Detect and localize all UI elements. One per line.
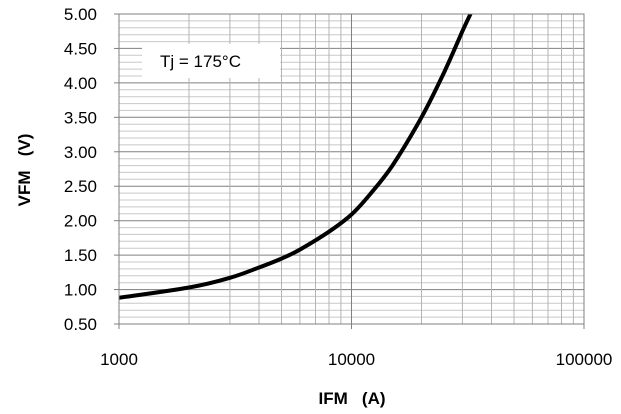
y-tick-label: 4.00: [64, 74, 97, 93]
x-tick-label: 10000: [328, 350, 375, 369]
x-tick-label: 100000: [556, 350, 613, 369]
y-tick-label: 1.00: [64, 281, 97, 300]
tick-labels: 0.50 1.00 1.50 2.00 2.50 3.00 3.50 4.00 4.50 5.00…: [64, 5, 612, 369]
y-tick-label: 2.50: [64, 177, 97, 196]
grid-lines: [118, 13, 585, 325]
series-line-0: [119, 14, 473, 300]
series-layer: [119, 14, 473, 300]
annotation-label: Tj = 175°C: [160, 52, 241, 71]
annotation-box: [142, 44, 280, 78]
y-tick-label: 1.50: [64, 246, 97, 265]
y-tick-label: 3.00: [64, 143, 97, 162]
x-tick-label: 1000: [100, 350, 138, 369]
y-tick-label: 2.00: [64, 212, 97, 231]
y-tick-label: 0.50: [64, 315, 97, 334]
y-tick-label: 5.00: [64, 5, 97, 24]
x-axis-title: IFM (A): [318, 389, 385, 408]
y-tick-label: 4.50: [64, 39, 97, 58]
y-axis-title: VFM (V): [15, 134, 34, 207]
y-tick-label: 3.50: [64, 108, 97, 127]
